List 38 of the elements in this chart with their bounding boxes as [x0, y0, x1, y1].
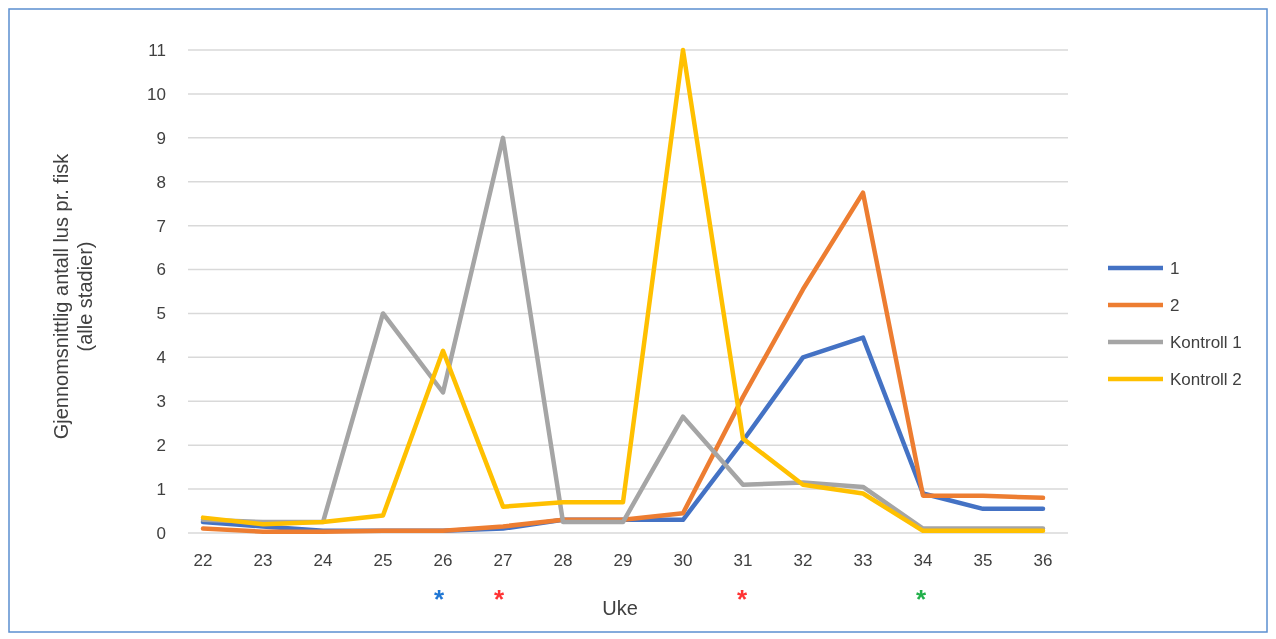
- y-tick-label: 9: [156, 128, 166, 148]
- text: *: [736, 584, 748, 614]
- x-axis-title: Uke: [602, 597, 638, 619]
- x-tick-label: 25: [373, 551, 393, 570]
- y-tick-label: 11: [148, 40, 166, 60]
- x-tick-label: 36: [1033, 551, 1053, 570]
- x-tick-label: 23: [253, 551, 273, 570]
- x-tick-label: 32: [793, 551, 813, 570]
- legend-label: Kontroll 2: [1170, 369, 1242, 389]
- legend-label: 1: [1170, 258, 1180, 278]
- y-tick-label: 1: [156, 480, 166, 500]
- x-tick-label: 29: [613, 551, 633, 570]
- line-series: [200, 47, 1046, 534]
- y-tick-label: 6: [156, 260, 166, 280]
- y-tick-label: 3: [156, 392, 166, 412]
- x-tick-label: 27: [493, 551, 513, 570]
- x-tick-label: 31: [733, 551, 753, 570]
- x-tick-label: 28: [553, 551, 573, 570]
- x-tick-label: 26: [433, 551, 453, 570]
- legend-label: Kontroll 1: [1170, 332, 1242, 352]
- text: *: [915, 584, 927, 614]
- x-tick-label: 33: [853, 551, 873, 570]
- legend-label: 2: [1170, 295, 1180, 315]
- x-tick-label: 35: [973, 551, 993, 570]
- x-tick-label: 22: [193, 551, 213, 570]
- y-tick-label: 0: [156, 523, 166, 543]
- y-tick-label: 2: [156, 436, 166, 456]
- text: *: [493, 584, 505, 614]
- text: *: [433, 584, 445, 614]
- x-tick-label: 24: [313, 551, 333, 570]
- y-tick-label: 8: [156, 172, 166, 192]
- y-tick-label: 4: [156, 348, 166, 368]
- x-tick-label: 30: [673, 551, 693, 570]
- y-tick-label: 5: [156, 304, 166, 324]
- y-axis-title: Gjennomsnittlig antall lus pr. fisk (alle stadier): [50, 152, 96, 440]
- y-tick-label: 7: [156, 216, 166, 236]
- x-tick-label: 34: [913, 551, 933, 570]
- y-tick-label: 10: [147, 84, 166, 104]
